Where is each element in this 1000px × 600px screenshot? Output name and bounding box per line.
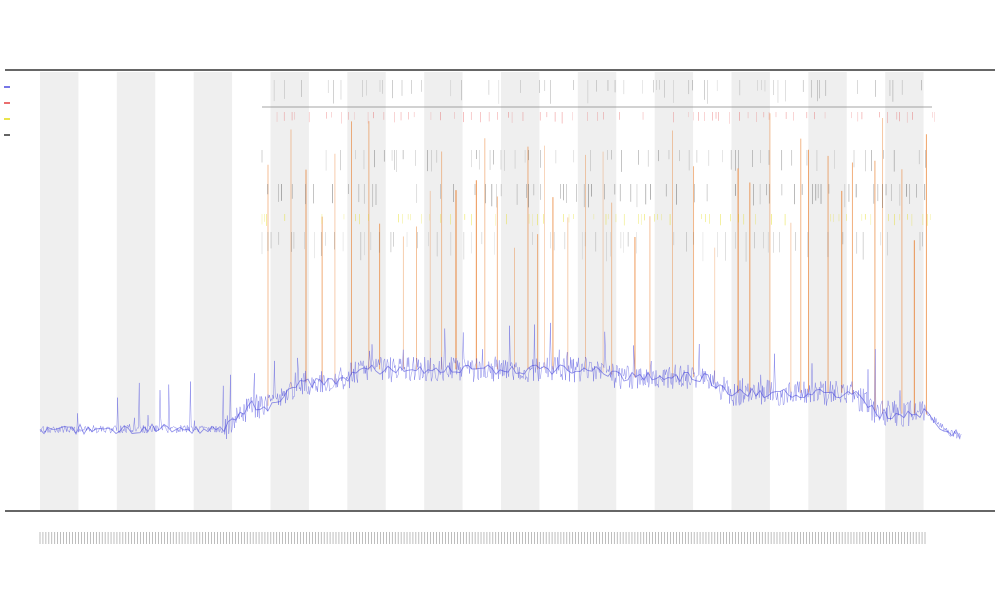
shaded-band <box>270 72 309 510</box>
x-tick-labels <box>39 532 926 544</box>
shaded-band <box>40 72 79 510</box>
shaded-band <box>116 72 156 510</box>
series-line-smoothed <box>39 364 961 440</box>
legend <box>4 86 10 136</box>
shaded-band <box>654 72 694 510</box>
shaded-band <box>885 72 924 510</box>
shaded-band <box>808 72 847 510</box>
shaded-band <box>193 72 233 510</box>
event-lines <box>267 113 927 415</box>
series-lines <box>39 322 962 440</box>
event-ticks <box>261 80 935 262</box>
shaded-band <box>731 72 770 510</box>
shaded-band <box>501 72 540 510</box>
axes <box>5 69 995 512</box>
shaded-band <box>577 72 617 510</box>
